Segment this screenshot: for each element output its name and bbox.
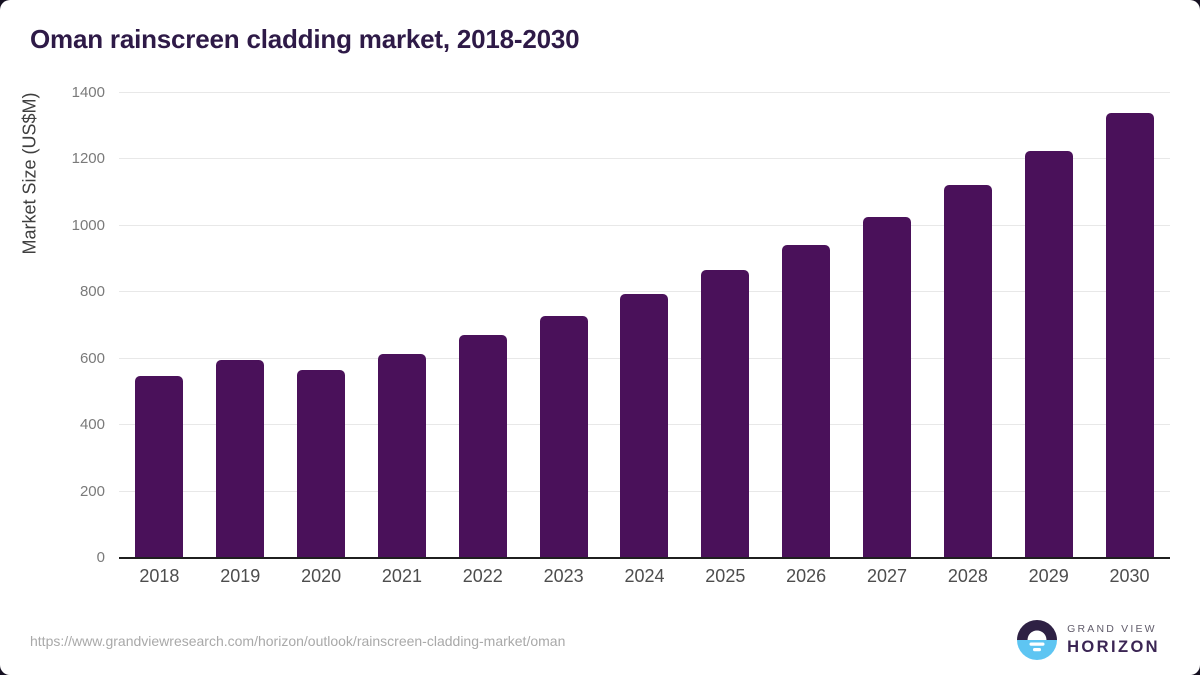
bar-2018 bbox=[135, 376, 184, 558]
x-tick-2019: 2019 bbox=[220, 566, 261, 586]
bar-2025 bbox=[701, 270, 750, 558]
y-tick-400: 400 bbox=[79, 416, 105, 434]
bar-cell-2021 bbox=[362, 93, 443, 558]
bar-cell-2025 bbox=[685, 93, 766, 558]
bar-cell-2029 bbox=[1008, 93, 1089, 558]
logo-text: GRAND VIEW HORIZON bbox=[1067, 623, 1160, 657]
grand-view-horizon-logo: GRAND VIEW HORIZON bbox=[1017, 620, 1160, 660]
x-axis-tick-labels: 2018 2019 2020 2021 2022 2023 2024 2025 2026 2027… bbox=[119, 566, 1170, 587]
bar-series bbox=[119, 93, 1170, 558]
x-tick-2018: 2018 bbox=[139, 566, 180, 586]
bar-2020 bbox=[297, 370, 346, 558]
x-tick-2021: 2021 bbox=[381, 566, 422, 586]
x-tick-2022: 2022 bbox=[462, 566, 503, 586]
bar-2030 bbox=[1105, 112, 1154, 558]
bar-2024 bbox=[620, 294, 669, 558]
gridline-1400 bbox=[119, 92, 1170, 93]
source-url: https://www.grandviewresearch.com/horizo… bbox=[30, 633, 566, 649]
x-tick-2029: 2029 bbox=[1028, 566, 1069, 586]
y-tick-600: 600 bbox=[79, 349, 105, 367]
gridline-800 bbox=[119, 291, 1170, 293]
x-tick-2023: 2023 bbox=[543, 566, 584, 586]
bar-cell-2023 bbox=[523, 93, 604, 558]
bar-2019 bbox=[216, 359, 265, 558]
bar-2029 bbox=[1024, 150, 1073, 558]
x-tick-2026: 2026 bbox=[786, 566, 827, 586]
bar-2027 bbox=[863, 216, 912, 558]
bar-cell-2027 bbox=[847, 93, 928, 558]
y-tick-1400: 1400 bbox=[71, 84, 105, 101]
y-tick-0: 0 bbox=[96, 549, 105, 566]
bar-cell-2030 bbox=[1089, 93, 1170, 558]
gridline-1200 bbox=[119, 158, 1170, 160]
gridline-1000 bbox=[119, 224, 1170, 226]
y-tick-200: 200 bbox=[79, 482, 105, 500]
bar-2026 bbox=[782, 244, 831, 558]
x-tick-2028: 2028 bbox=[947, 566, 988, 586]
y-tick-800: 800 bbox=[79, 283, 105, 301]
y-axis-tick-labels: 0 200 400 600 800 1000 1200 1400 bbox=[0, 84, 105, 566]
bar-cell-2019 bbox=[200, 93, 281, 558]
logo-horizon-text: HORIZON bbox=[1067, 638, 1160, 656]
bar-cell-2022 bbox=[442, 93, 523, 558]
horizon-sun-logo-icon bbox=[1017, 620, 1058, 660]
x-tick-2030: 2030 bbox=[1109, 566, 1150, 586]
bar-2022 bbox=[458, 334, 507, 558]
bar-cell-2028 bbox=[927, 93, 1008, 558]
bar-2023 bbox=[539, 315, 588, 558]
x-tick-2020: 2020 bbox=[301, 566, 342, 586]
bar-cell-2020 bbox=[281, 93, 362, 558]
x-tick-2025: 2025 bbox=[705, 566, 746, 586]
bar-2028 bbox=[943, 185, 992, 558]
x-tick-2024: 2024 bbox=[624, 566, 665, 586]
bar-cell-2026 bbox=[766, 93, 847, 558]
logo-grand-view-text: GRAND VIEW bbox=[1067, 623, 1157, 635]
y-tick-1000: 1000 bbox=[71, 216, 105, 234]
bar-2021 bbox=[377, 354, 426, 558]
y-tick-1200: 1200 bbox=[71, 150, 105, 168]
chart-title: Oman rainscreen cladding market, 2018-20… bbox=[30, 24, 580, 54]
plot-area bbox=[119, 92, 1170, 559]
x-tick-2027: 2027 bbox=[866, 566, 908, 586]
bar-cell-2024 bbox=[604, 93, 685, 558]
x-axis-line bbox=[119, 557, 1170, 559]
bar-cell-2018 bbox=[119, 93, 200, 558]
